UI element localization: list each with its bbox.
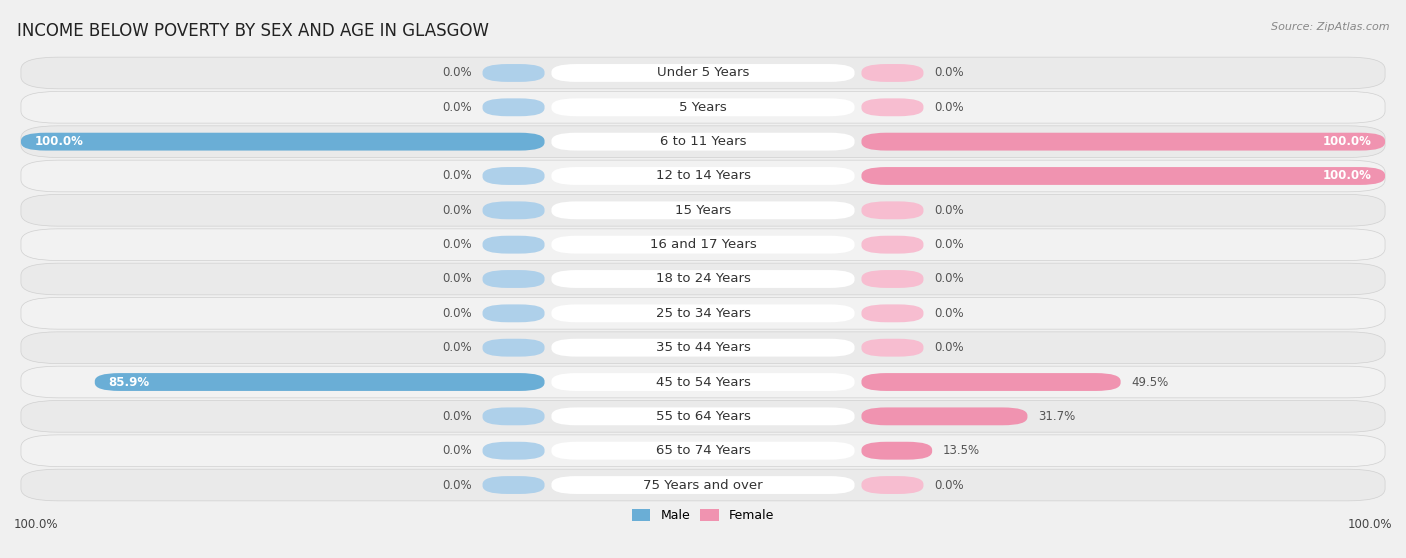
FancyBboxPatch shape [482,98,544,116]
FancyBboxPatch shape [482,305,544,323]
FancyBboxPatch shape [862,373,1121,391]
Text: 0.0%: 0.0% [441,307,471,320]
FancyBboxPatch shape [862,167,1385,185]
Text: 0.0%: 0.0% [441,238,471,251]
FancyBboxPatch shape [551,373,855,391]
Text: 45 to 54 Years: 45 to 54 Years [655,376,751,388]
FancyBboxPatch shape [862,305,924,323]
FancyBboxPatch shape [482,201,544,219]
Text: 0.0%: 0.0% [441,444,471,457]
FancyBboxPatch shape [21,435,1385,466]
FancyBboxPatch shape [551,442,855,460]
FancyBboxPatch shape [862,98,924,116]
Text: 75 Years and over: 75 Years and over [643,479,763,492]
FancyBboxPatch shape [551,98,855,116]
FancyBboxPatch shape [551,201,855,219]
Text: 0.0%: 0.0% [935,307,965,320]
Text: 100.0%: 100.0% [35,135,83,148]
FancyBboxPatch shape [482,167,544,185]
FancyBboxPatch shape [862,442,932,460]
Text: 85.9%: 85.9% [108,376,149,388]
FancyBboxPatch shape [21,401,1385,432]
Text: 13.5%: 13.5% [943,444,980,457]
FancyBboxPatch shape [21,366,1385,398]
FancyBboxPatch shape [94,373,544,391]
FancyBboxPatch shape [21,92,1385,123]
Text: 16 and 17 Years: 16 and 17 Years [650,238,756,251]
Text: 0.0%: 0.0% [935,341,965,354]
FancyBboxPatch shape [862,339,924,357]
Text: 100.0%: 100.0% [1323,135,1371,148]
Text: Under 5 Years: Under 5 Years [657,66,749,79]
FancyBboxPatch shape [862,201,924,219]
Text: INCOME BELOW POVERTY BY SEX AND AGE IN GLASGOW: INCOME BELOW POVERTY BY SEX AND AGE IN G… [17,22,489,40]
FancyBboxPatch shape [862,270,924,288]
Text: 25 to 34 Years: 25 to 34 Years [655,307,751,320]
Text: 0.0%: 0.0% [935,204,965,217]
FancyBboxPatch shape [482,407,544,425]
FancyBboxPatch shape [482,64,544,82]
Text: 18 to 24 Years: 18 to 24 Years [655,272,751,286]
FancyBboxPatch shape [21,160,1385,192]
Text: 15 Years: 15 Years [675,204,731,217]
FancyBboxPatch shape [551,270,855,288]
FancyBboxPatch shape [551,64,855,82]
Text: 0.0%: 0.0% [441,170,471,182]
FancyBboxPatch shape [21,332,1385,363]
Text: 0.0%: 0.0% [441,479,471,492]
FancyBboxPatch shape [551,133,855,151]
FancyBboxPatch shape [482,235,544,253]
Text: 35 to 44 Years: 35 to 44 Years [655,341,751,354]
Text: 5 Years: 5 Years [679,101,727,114]
FancyBboxPatch shape [862,133,1385,151]
FancyBboxPatch shape [482,442,544,460]
FancyBboxPatch shape [862,476,924,494]
FancyBboxPatch shape [551,407,855,425]
FancyBboxPatch shape [551,476,855,494]
Text: 0.0%: 0.0% [441,410,471,423]
FancyBboxPatch shape [862,64,924,82]
FancyBboxPatch shape [482,476,544,494]
FancyBboxPatch shape [21,126,1385,157]
Text: 0.0%: 0.0% [441,66,471,79]
FancyBboxPatch shape [21,297,1385,329]
Text: 100.0%: 100.0% [14,518,59,531]
Text: 100.0%: 100.0% [1347,518,1392,531]
Text: 6 to 11 Years: 6 to 11 Years [659,135,747,148]
Legend: Male, Female: Male, Female [627,504,779,527]
FancyBboxPatch shape [482,270,544,288]
Text: 12 to 14 Years: 12 to 14 Years [655,170,751,182]
Text: 0.0%: 0.0% [441,341,471,354]
FancyBboxPatch shape [21,133,544,151]
FancyBboxPatch shape [862,235,924,253]
FancyBboxPatch shape [551,167,855,185]
FancyBboxPatch shape [482,339,544,357]
Text: 31.7%: 31.7% [1039,410,1076,423]
Text: 0.0%: 0.0% [935,272,965,286]
Text: 65 to 74 Years: 65 to 74 Years [655,444,751,457]
FancyBboxPatch shape [21,195,1385,226]
Text: 49.5%: 49.5% [1132,376,1168,388]
Text: 0.0%: 0.0% [441,204,471,217]
FancyBboxPatch shape [21,229,1385,261]
Text: 0.0%: 0.0% [935,238,965,251]
FancyBboxPatch shape [862,407,1028,425]
FancyBboxPatch shape [551,339,855,357]
Text: 100.0%: 100.0% [1323,170,1371,182]
Text: 0.0%: 0.0% [935,66,965,79]
Text: 0.0%: 0.0% [441,272,471,286]
FancyBboxPatch shape [551,305,855,323]
FancyBboxPatch shape [21,263,1385,295]
FancyBboxPatch shape [21,469,1385,501]
Text: 55 to 64 Years: 55 to 64 Years [655,410,751,423]
FancyBboxPatch shape [551,235,855,253]
Text: Source: ZipAtlas.com: Source: ZipAtlas.com [1271,22,1389,32]
Text: 0.0%: 0.0% [935,101,965,114]
Text: 0.0%: 0.0% [935,479,965,492]
Text: 0.0%: 0.0% [441,101,471,114]
FancyBboxPatch shape [21,57,1385,89]
